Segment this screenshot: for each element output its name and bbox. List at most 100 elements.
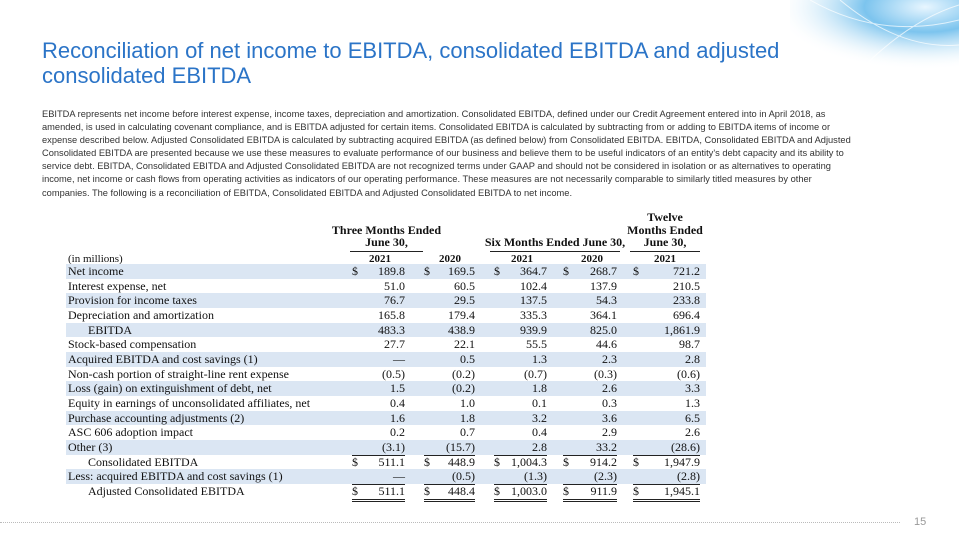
sum-rule xyxy=(633,454,700,456)
sum-rule xyxy=(424,484,475,486)
sum-rule xyxy=(352,454,405,456)
cell-value: 1.3 xyxy=(685,396,700,411)
double-rule xyxy=(424,500,475,502)
cell-value: 2.8 xyxy=(685,352,700,367)
cell-value: 44.6 xyxy=(596,337,617,352)
cell-value: 448.4 xyxy=(448,484,475,499)
sum-rule xyxy=(563,454,617,456)
row-shade xyxy=(66,440,706,455)
header-rule xyxy=(350,251,423,252)
column-group-header: Months Ended xyxy=(627,222,703,237)
header-rule xyxy=(490,251,620,252)
header-rule xyxy=(630,251,700,252)
cell-value: 1.3 xyxy=(532,352,547,367)
unit-label: (in millions) xyxy=(68,253,123,265)
row-label: Depreciation and amortization xyxy=(68,308,214,322)
currency: $ xyxy=(563,454,569,469)
cell-value: 33.2 xyxy=(596,440,617,455)
row-label: Purchase accounting adjustments (2) xyxy=(68,410,245,425)
cell-value: 448.9 xyxy=(448,454,475,469)
cell-value: 438.9 xyxy=(448,322,475,337)
cell-value: 165.8 xyxy=(378,308,405,322)
cell-value: (0.6) xyxy=(677,366,700,381)
row-label: Net income xyxy=(68,264,124,278)
currency: $ xyxy=(494,484,500,499)
double-rule xyxy=(494,498,547,500)
cell-value: 0.2 xyxy=(390,425,405,440)
cell-value: (3.1) xyxy=(382,440,405,455)
cell-value: — xyxy=(393,352,405,367)
cell-value: 364.1 xyxy=(590,308,617,322)
cell-value: 1,947.9 xyxy=(664,454,700,469)
row-label: Equity in earnings of unconsolidated aff… xyxy=(68,396,311,411)
cell-value: 2.9 xyxy=(602,425,617,440)
cell-value: 696.4 xyxy=(673,308,700,322)
cell-value: 1,004.3 xyxy=(511,454,547,469)
cell-value: 137.5 xyxy=(520,293,547,308)
currency: $ xyxy=(352,484,358,499)
row-label: Loss (gain) on extinguishment of debt, n… xyxy=(68,381,272,396)
cell-value: 179.4 xyxy=(448,308,475,322)
cell-value: 0.5 xyxy=(460,352,475,367)
currency: $ xyxy=(563,264,569,278)
cell-value: (2.8) xyxy=(677,469,700,484)
cell-value: 189.8 xyxy=(378,264,405,278)
cell-value: 1,945.1 xyxy=(664,484,700,499)
body-text: EBITDA represents net income before inte… xyxy=(42,109,851,198)
footer-rule xyxy=(0,522,900,523)
decor xyxy=(790,0,959,70)
cell-value: (0.2) xyxy=(452,381,475,396)
row-label: Less: acquired EBITDA and cost savings (… xyxy=(68,469,283,484)
cell-value: 76.7 xyxy=(384,293,405,308)
row-label: Other (3) xyxy=(68,440,113,455)
row-label: Stock-based compensation xyxy=(68,337,197,352)
cell-value: 137.9 xyxy=(590,278,617,293)
row-shade xyxy=(66,293,706,309)
currency: $ xyxy=(563,484,569,499)
cell-value: 2.8 xyxy=(532,440,547,455)
row-label: Acquired EBITDA and cost savings (1) xyxy=(68,352,258,367)
cell-value: 27.7 xyxy=(384,337,405,352)
double-rule xyxy=(633,498,700,500)
cell-value: 511.1 xyxy=(378,484,405,499)
currency: $ xyxy=(633,484,639,499)
cell-value: 2.3 xyxy=(602,352,617,367)
double-rule xyxy=(352,498,405,500)
cell-value: (0.2) xyxy=(452,366,475,381)
row-shade xyxy=(66,410,706,426)
cell-value: (1.3) xyxy=(524,469,547,484)
sum-rule xyxy=(424,454,475,456)
cell-value: 914.2 xyxy=(590,454,617,469)
cell-value: 825.0 xyxy=(590,322,617,337)
row-shade xyxy=(66,469,706,485)
row-label: Non-cash portion of straight-line rent e… xyxy=(68,366,289,381)
double-rule xyxy=(352,500,405,502)
row-label: ASC 606 adoption impact xyxy=(68,425,193,440)
currency: $ xyxy=(424,264,430,278)
cell-value: 169.5 xyxy=(448,264,475,278)
cell-value: (0.7) xyxy=(524,366,547,381)
double-rule xyxy=(494,500,547,502)
cell-value: 1.0 xyxy=(460,396,475,411)
cell-value: 0.7 xyxy=(460,425,475,440)
sum-rule xyxy=(352,484,405,486)
double-rule xyxy=(424,498,475,500)
row-label: Adjusted Consolidated EBITDA xyxy=(88,484,245,499)
cell-value: 1,003.0 xyxy=(511,484,547,499)
title: Reconciliation of net income to EBITDA, … xyxy=(42,38,780,88)
year-header: 2020 xyxy=(439,253,461,265)
cell-value: 6.5 xyxy=(685,410,700,425)
row-shade xyxy=(66,264,706,279)
currency: $ xyxy=(633,454,639,469)
cell-value: 102.4 xyxy=(520,278,547,293)
currency: $ xyxy=(494,454,500,469)
cell-value: (15.7) xyxy=(446,440,475,455)
cell-value: 3.6 xyxy=(602,410,617,425)
cell-value: 939.9 xyxy=(520,322,547,337)
cell-value: 1.6 xyxy=(390,410,405,425)
cell-value: 29.5 xyxy=(454,293,475,308)
double-rule xyxy=(563,500,617,502)
cell-value: 511.1 xyxy=(378,454,405,469)
cell-value: 0.1 xyxy=(532,396,547,411)
year-header: 2021 xyxy=(654,253,676,265)
